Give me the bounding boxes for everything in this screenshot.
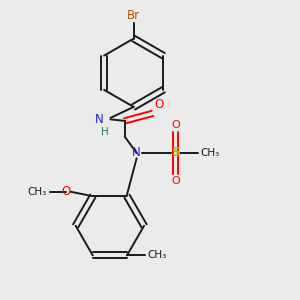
Text: N: N	[95, 113, 104, 126]
Text: CH₃: CH₃	[28, 187, 47, 197]
Text: O: O	[171, 120, 180, 130]
Text: H: H	[100, 127, 108, 137]
Text: CH₃: CH₃	[200, 148, 220, 158]
Text: O: O	[155, 98, 164, 111]
Text: S: S	[171, 146, 180, 160]
Text: Br: Br	[127, 9, 140, 22]
Text: O: O	[171, 176, 180, 186]
Text: CH₃: CH₃	[148, 250, 167, 260]
Text: O: O	[61, 185, 71, 198]
Text: N: N	[132, 146, 141, 160]
